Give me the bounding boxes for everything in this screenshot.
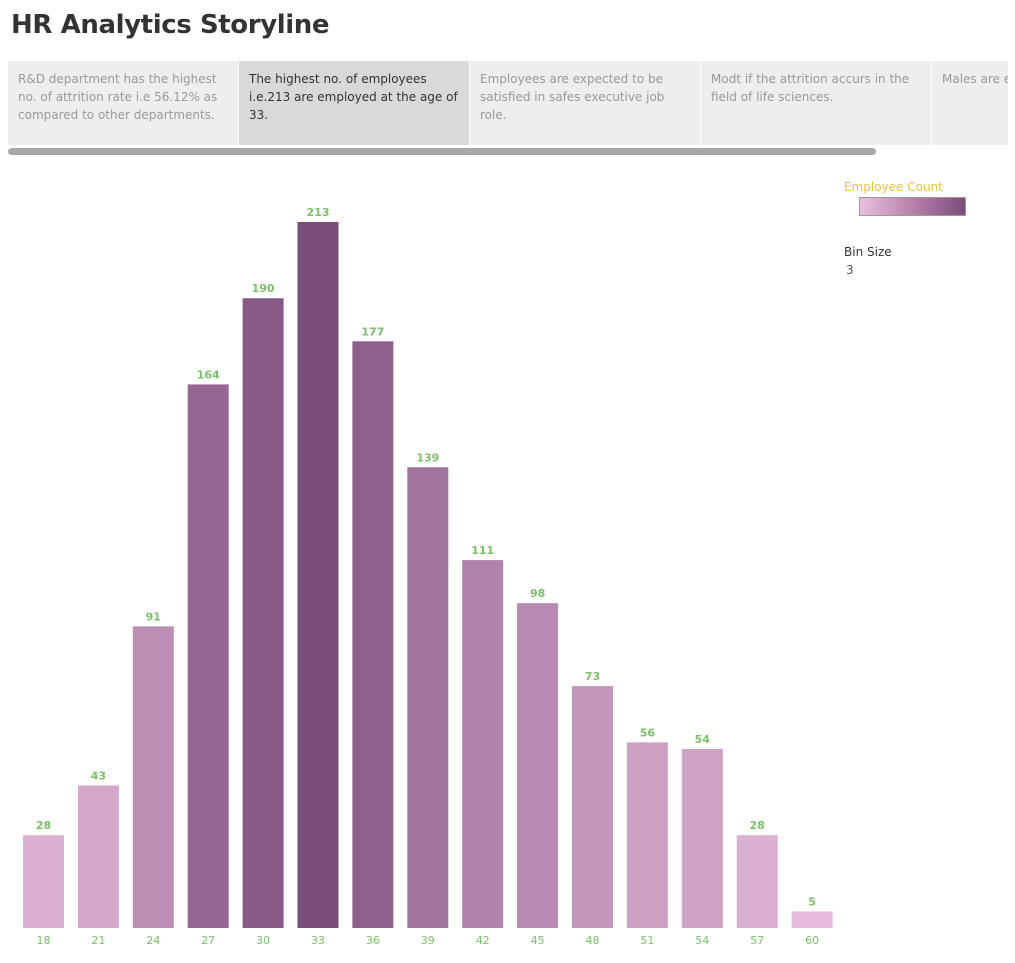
x-tick-label: 60 [805, 934, 819, 947]
x-tick-label: 30 [256, 934, 270, 947]
bar-age-36[interactable] [352, 341, 394, 928]
bar-value-label: 43 [91, 769, 106, 782]
bar-age-24[interactable] [132, 626, 174, 928]
x-tick-label: 57 [750, 934, 764, 947]
bar-value-label: 98 [530, 587, 545, 600]
bar-age-39[interactable] [407, 467, 449, 928]
story-track: R&D department has the highest no. of at… [8, 61, 1008, 145]
bar-age-45[interactable] [517, 603, 559, 928]
x-tick-label: 33 [311, 934, 325, 947]
bar-value-label: 28 [750, 819, 765, 832]
story-navigator: R&D department has the highest no. of at… [8, 61, 1008, 145]
x-tick-label: 24 [146, 934, 160, 947]
bar-age-42[interactable] [462, 560, 504, 928]
story-scrollbar[interactable] [8, 148, 876, 155]
bar-age-21[interactable] [77, 785, 119, 928]
page-title: HR Analytics Storyline [11, 10, 330, 40]
bar-age-27[interactable] [187, 384, 229, 928]
x-tick-label: 27 [201, 934, 215, 947]
bar-value-label: 190 [252, 282, 275, 295]
story-point-2[interactable]: The highest no. of employees i.e.213 are… [239, 61, 469, 145]
x-tick-label: 48 [586, 934, 600, 947]
bar-value-label: 91 [146, 610, 161, 623]
story-point-1[interactable]: R&D department has the highest no. of at… [8, 61, 238, 145]
legend-title: Employee Count [844, 180, 943, 194]
bar-value-label: 5 [808, 895, 816, 908]
bar-value-label: 139 [416, 451, 439, 464]
bar-age-60[interactable] [791, 911, 833, 928]
story-point-5[interactable]: Males are expected to leave the .. [932, 61, 1008, 145]
bar-value-label: 177 [361, 325, 384, 338]
bar-age-57[interactable] [736, 835, 778, 928]
bar-age-51[interactable] [626, 742, 668, 928]
story-point-3[interactable]: Employees are expected to be satisfied i… [470, 61, 700, 145]
age-histogram-chart: 28 18 43 21 91 24 164 27 190 30 213 33 177 36 139 39 111… [23, 206, 833, 947]
bar-value-label: 28 [36, 819, 51, 832]
bar-value-label: 73 [585, 670, 600, 683]
bar-value-label: 54 [695, 733, 711, 746]
bar-age-54[interactable] [681, 749, 723, 928]
bar-value-label: 213 [307, 206, 330, 219]
bar-value-label: 111 [471, 544, 494, 557]
x-tick-label: 51 [640, 934, 654, 947]
bar-age-48[interactable] [572, 686, 613, 928]
x-tick-label: 21 [91, 934, 105, 947]
x-tick-label: 45 [531, 934, 545, 947]
x-tick-label: 36 [366, 934, 380, 947]
bin-size-label: Bin Size [844, 245, 892, 259]
bar-age-30[interactable] [242, 298, 284, 928]
x-tick-label: 39 [421, 934, 435, 947]
x-tick-label: 18 [37, 934, 51, 947]
x-tick-label: 42 [476, 934, 490, 947]
bin-size-value[interactable]: 3 [846, 263, 854, 277]
bar-age-18[interactable] [23, 835, 64, 928]
bar-age-33[interactable] [297, 222, 339, 928]
x-tick-label: 54 [695, 934, 709, 947]
bar-value-label: 56 [640, 726, 656, 739]
bar-value-label: 164 [197, 368, 220, 381]
story-point-4[interactable]: Modt if the attrition accurs in the fiel… [701, 61, 931, 145]
color-legend-gradient [859, 197, 966, 216]
